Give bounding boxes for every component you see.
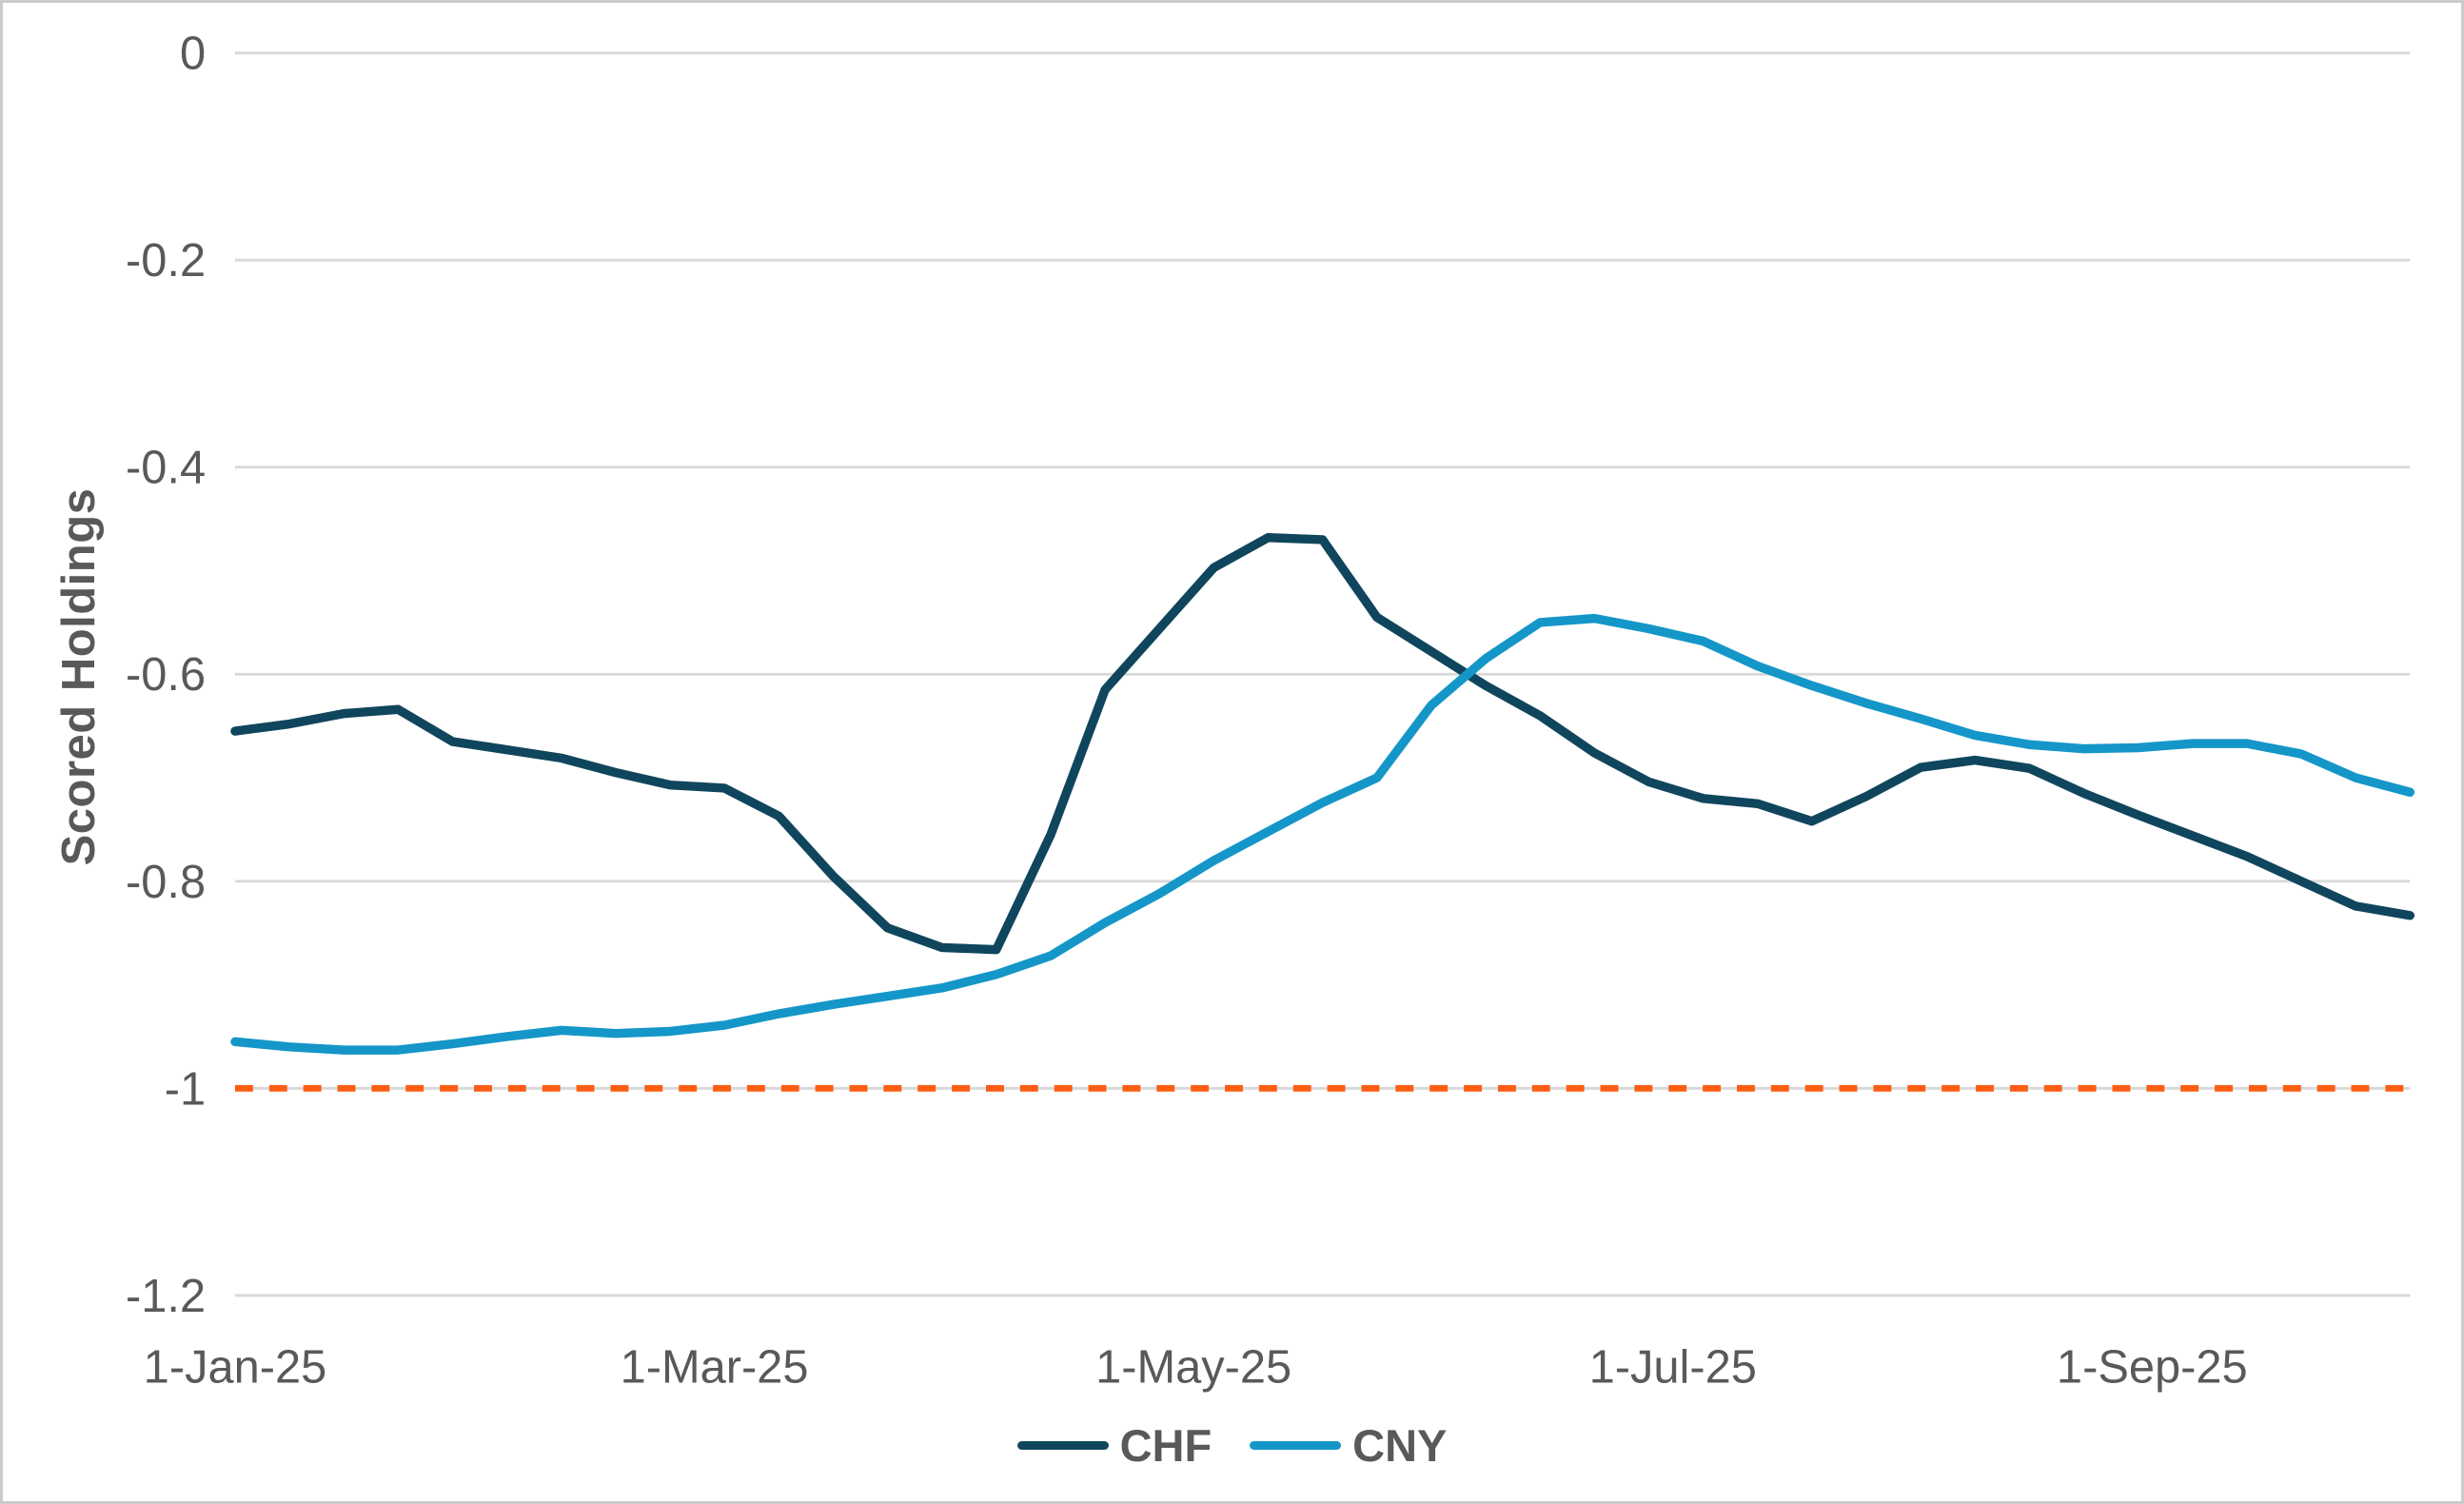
- legend-label-cny: CNY: [1352, 1420, 1448, 1471]
- y-tick-label: 0: [180, 29, 206, 80]
- plot-area: 0 -0.2 -0.4 -0.6 -0.8 -1 -1.2 1-Jan-25 1-Mar-25 1…: [126, 29, 2415, 1393]
- chf-line: [230, 533, 2415, 955]
- x-tick-label: 1-Mar-25: [621, 1341, 809, 1393]
- y-tick-label: -0.6: [126, 649, 206, 701]
- x-tick-label: 1-Jan-25: [144, 1341, 327, 1393]
- x-tick-label: 1-May-25: [1095, 1341, 1291, 1393]
- cny-line: [230, 613, 2415, 1055]
- legend-item-cny: CNY: [1250, 1419, 1447, 1472]
- y-tick-label: -0.4: [126, 443, 206, 494]
- legend-item-chf: CHF: [1016, 1419, 1212, 1472]
- y-tick-label: -0.2: [126, 235, 206, 287]
- legend-swatch-cny: [1250, 1441, 1342, 1450]
- x-tick-label: 1-Jul-25: [1589, 1341, 1757, 1393]
- x-tick-label: 1-Sep-25: [2057, 1341, 2248, 1393]
- y-tick-label: -1.2: [126, 1271, 206, 1322]
- y-tick-label: -0.8: [126, 857, 206, 908]
- y-tick-label: -1: [165, 1063, 206, 1115]
- legend: CHF CNY: [3, 1419, 2461, 1472]
- legend-label-chf: CHF: [1119, 1420, 1212, 1471]
- legend-swatch-chf: [1016, 1441, 1109, 1450]
